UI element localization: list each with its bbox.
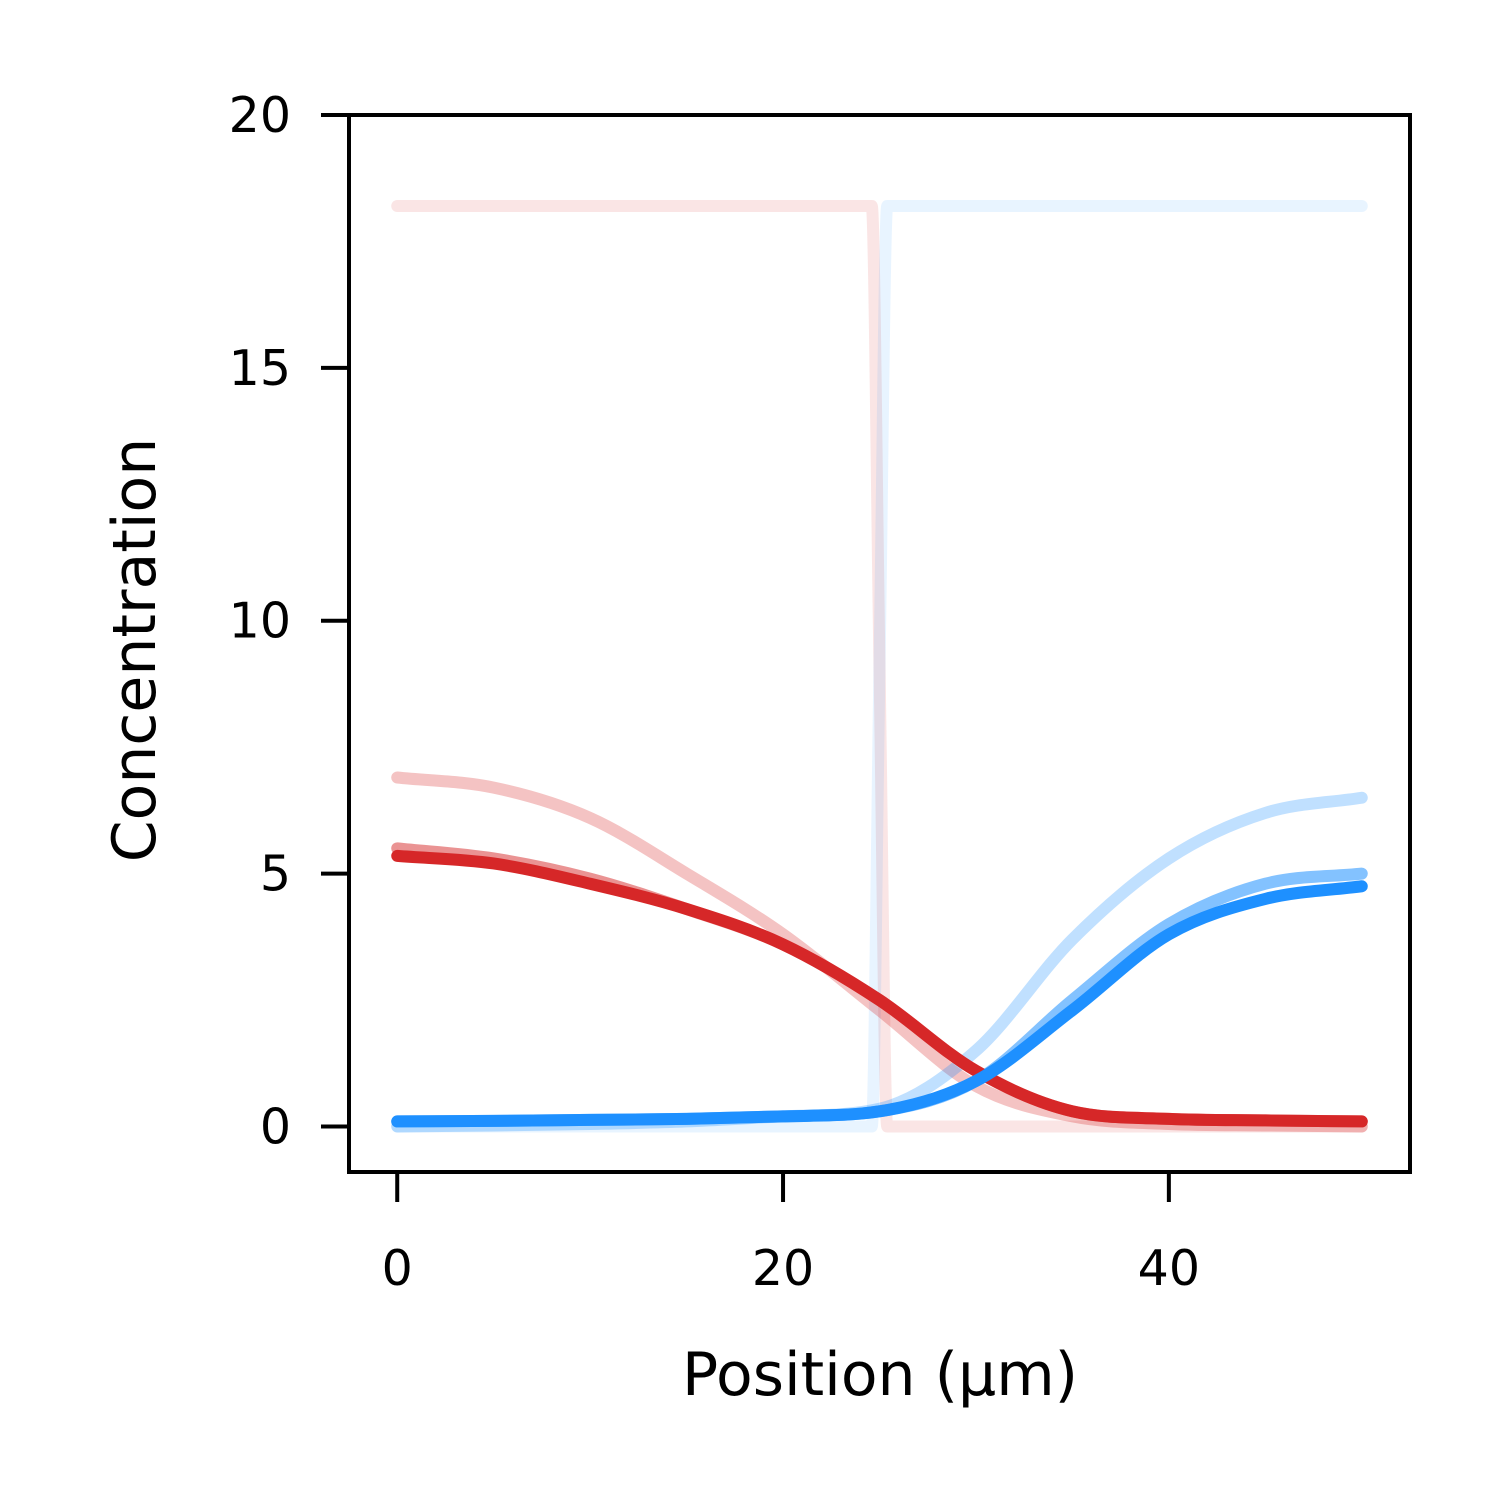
series-line-1	[391, 200, 1368, 1133]
x-axis-ticks: 0 20 40	[382, 1172, 1200, 1297]
x-axis-label: Position (µm)	[682, 1340, 1078, 1410]
y-axis-ticks: 0 5 10 15 20	[229, 87, 349, 1155]
x-tick-label: 0	[382, 1240, 413, 1297]
y-tick-label: 5	[260, 846, 291, 903]
x-tick-label: 20	[752, 1240, 814, 1297]
series-line-8	[391, 880, 1368, 1128]
plot-frame	[347, 113, 1412, 1174]
y-tick-label: 0	[260, 1098, 291, 1155]
series-line-7	[391, 849, 1368, 1128]
y-axis-label: Concentration	[100, 438, 170, 862]
series-layer	[391, 200, 1368, 1133]
y-tick-label: 20	[229, 87, 291, 144]
y-tick-label: 10	[229, 593, 291, 650]
series-line-2	[391, 200, 1368, 1133]
x-tick-label: 40	[1138, 1240, 1200, 1297]
y-tick-label: 15	[229, 340, 291, 397]
